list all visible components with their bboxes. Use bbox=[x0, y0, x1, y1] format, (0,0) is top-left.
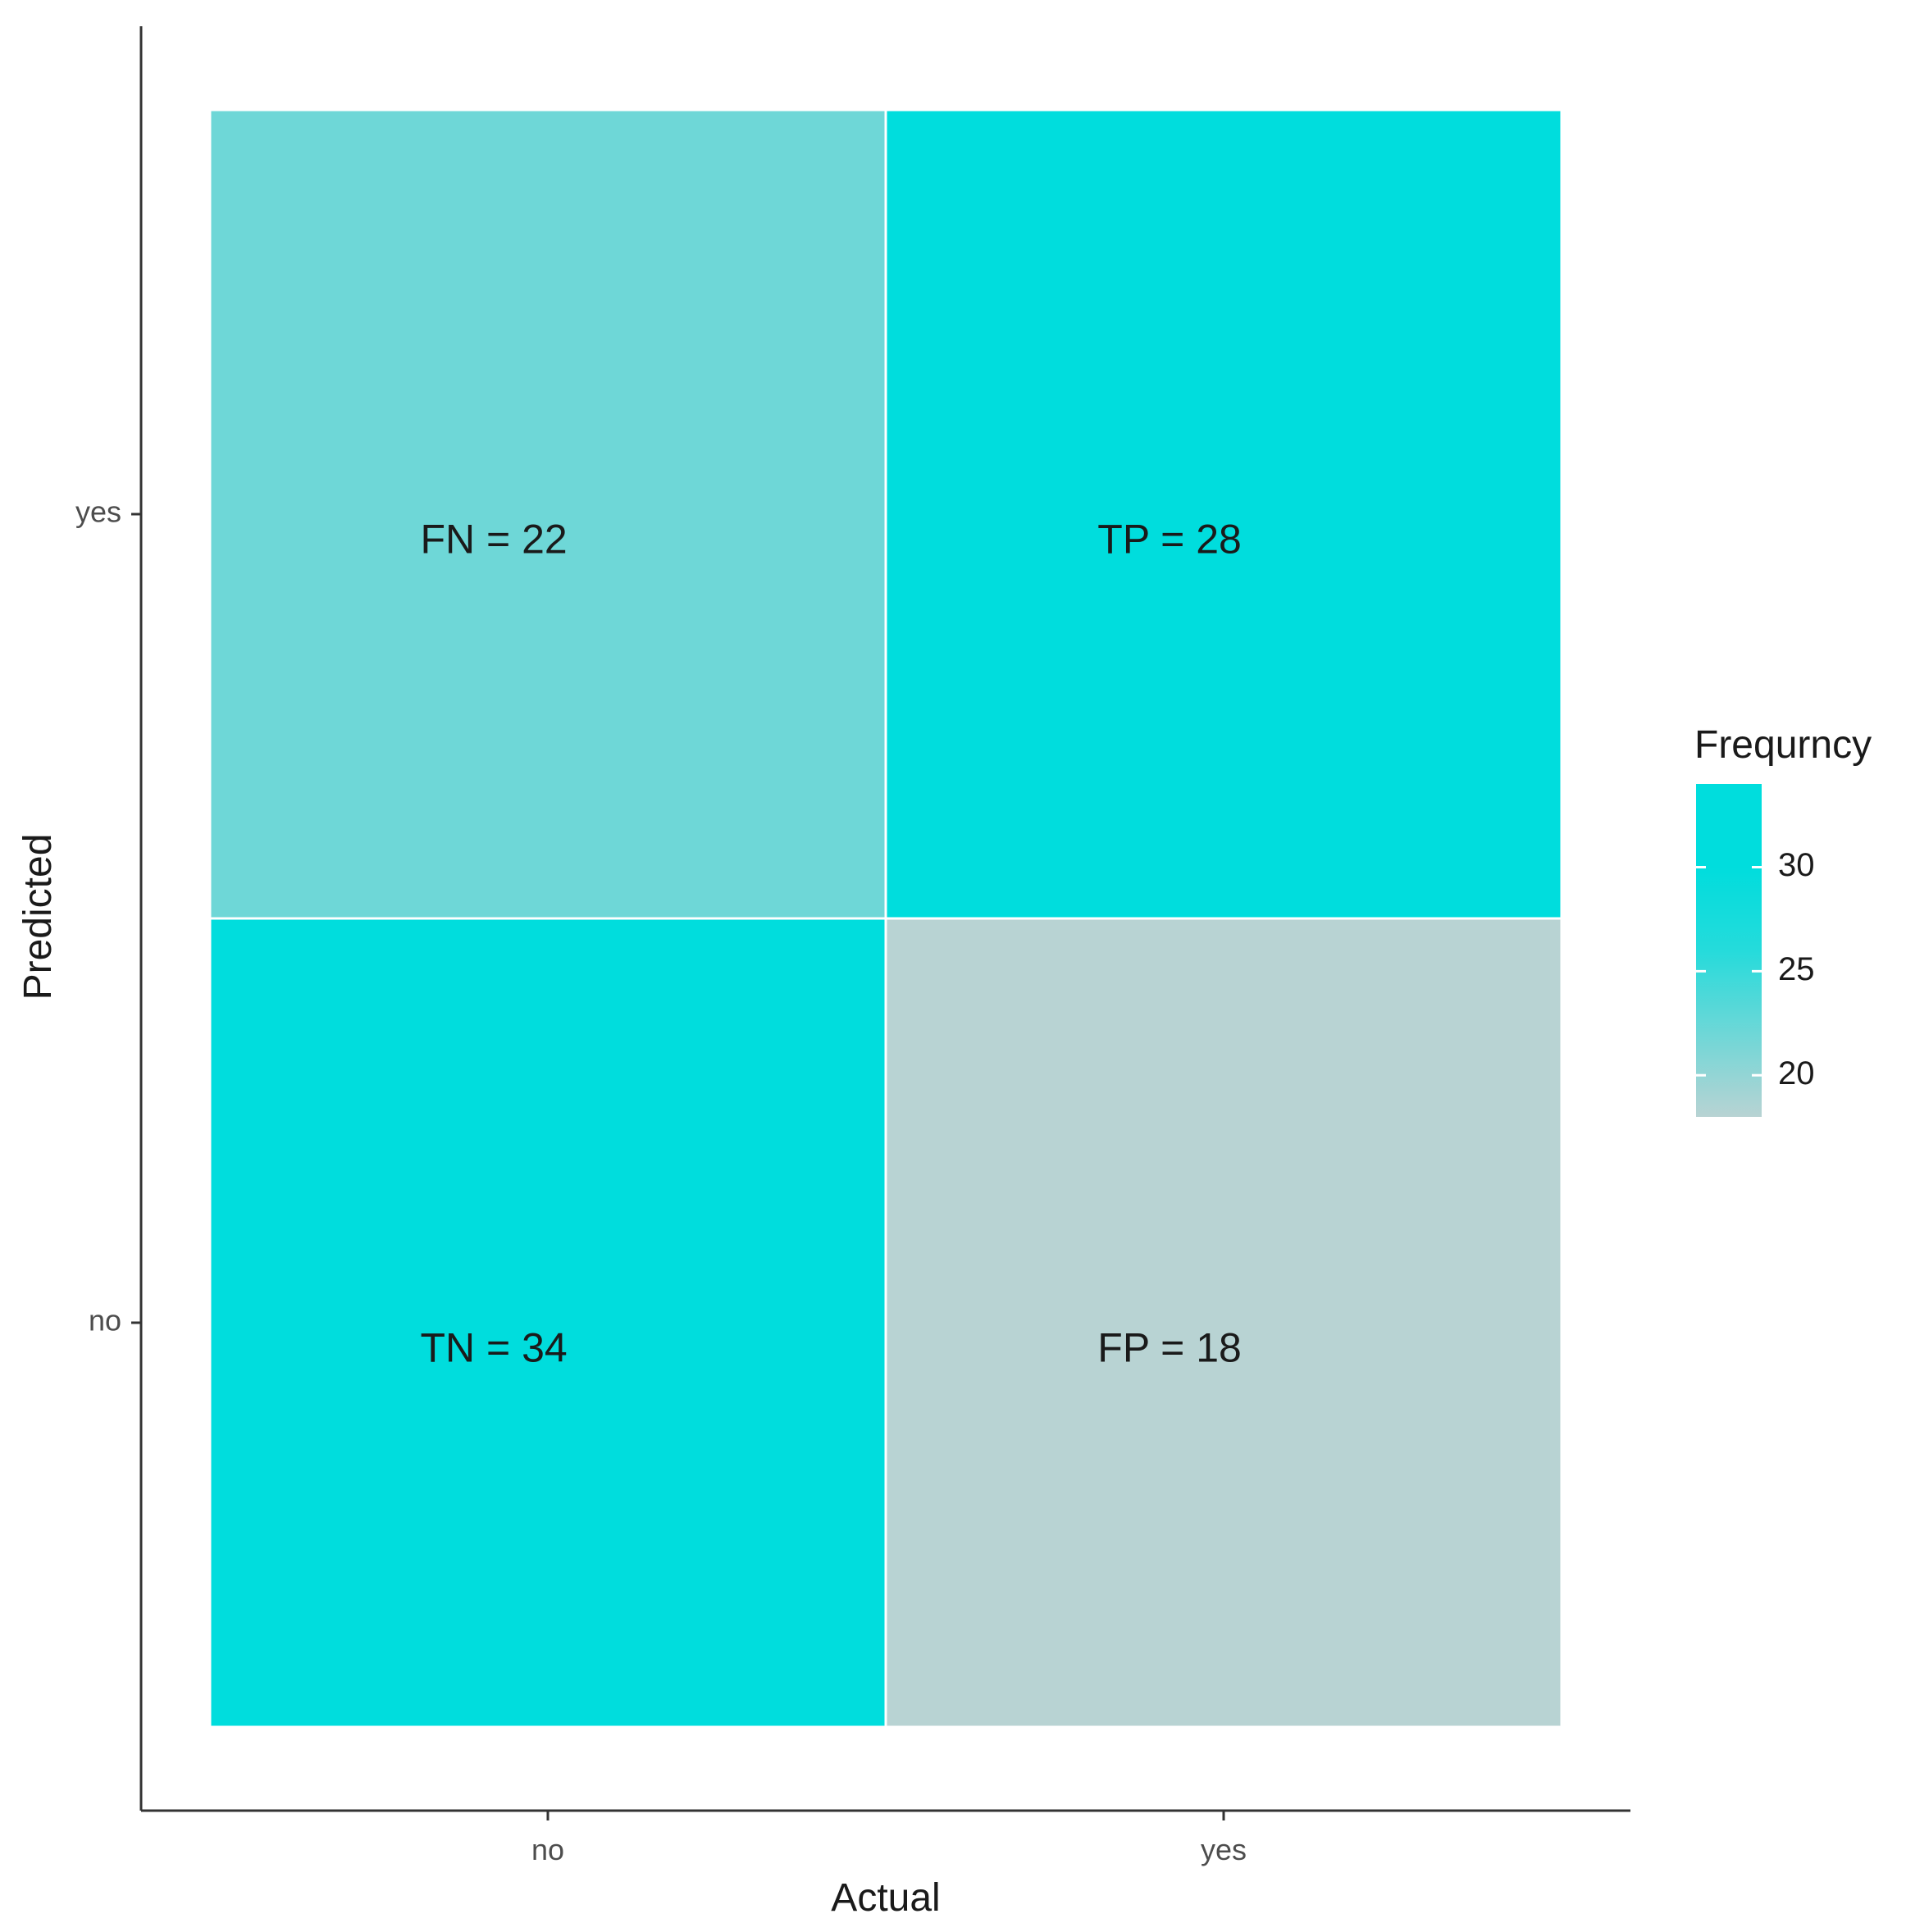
legend-tick-label-20: 20 bbox=[1778, 1055, 1815, 1091]
y-axis-ticks: no yes bbox=[75, 495, 141, 1337]
y-axis-title: Predicted bbox=[16, 834, 60, 1000]
legend-tick-label-25: 25 bbox=[1778, 951, 1815, 987]
heatmap-cell-yes-yes bbox=[884, 108, 1563, 920]
x-tick-label-no: no bbox=[531, 1833, 564, 1866]
cell-label-yes-yes: TP = 28 bbox=[1097, 517, 1242, 563]
y-tick-label-yes: yes bbox=[75, 495, 121, 529]
heatmap-cell-no-yes bbox=[208, 108, 887, 920]
legend: Frequrncy 20 25 30 bbox=[1694, 723, 1872, 1117]
x-tick-label-yes: yes bbox=[1201, 1833, 1247, 1866]
legend-tick-label-30: 30 bbox=[1778, 847, 1815, 883]
legend-ticks: 20 25 30 bbox=[1696, 847, 1815, 1091]
heatmap-cell-no-no bbox=[208, 917, 887, 1729]
y-tick-label-no: no bbox=[89, 1304, 121, 1337]
cell-label-no-yes: FN = 22 bbox=[420, 517, 567, 563]
x-axis-ticks: no yes bbox=[531, 1811, 1247, 1866]
legend-title: Frequrncy bbox=[1694, 723, 1872, 767]
heatmap-cell-labels: FN = 22 TP = 28 TN = 34 FP = 18 bbox=[420, 517, 1241, 1371]
cell-label-yes-no: FP = 18 bbox=[1097, 1325, 1242, 1371]
cell-label-no-no: TN = 34 bbox=[420, 1325, 567, 1371]
heatmap-cell-yes-no bbox=[884, 917, 1563, 1729]
x-axis-title: Actual bbox=[831, 1876, 940, 1920]
legend-color-bar bbox=[1696, 784, 1762, 1117]
heatmap-cells bbox=[208, 108, 1563, 1729]
